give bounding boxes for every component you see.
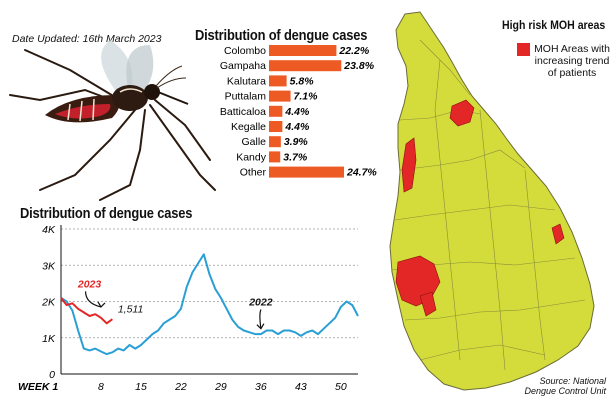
x-tick-label: 29 (214, 381, 227, 393)
y-tick-label: 0 (49, 369, 55, 381)
x-tick-label: 22 (174, 381, 187, 393)
x-tick-label: 8 (98, 381, 104, 393)
bar-value-label: 24.7% (346, 167, 377, 179)
high-risk-areas (395, 99, 565, 317)
bar (269, 45, 337, 56)
series-line-2022 (60, 253, 359, 356)
bar-value-label: 3.9% (284, 136, 309, 148)
bar (269, 60, 342, 72)
x-tick-label: 15 (135, 381, 147, 393)
annotation-arrow-2022 (259, 309, 262, 329)
series-line-2023 (60, 297, 113, 325)
x-tick-label: 50 (335, 381, 347, 393)
annotation-2022: 2022 (248, 297, 273, 309)
bar (269, 151, 281, 163)
y-tick-label: 4K (42, 224, 56, 236)
bar-value-label: 22.2% (338, 45, 369, 57)
x-tick-label: 43 (295, 381, 307, 393)
bar-category-label: Kegalle (231, 121, 266, 133)
bar-category-label: Batticaloa (220, 106, 266, 118)
bar-category-label: Gampaha (220, 60, 266, 72)
bar-chart-title: Distribution of dengue cases (195, 27, 368, 44)
bar-value-label: 3.7% (283, 151, 308, 163)
bar (269, 90, 291, 102)
legend-label: MOH Areas with increasing trend of patie… (534, 43, 610, 79)
bar (269, 105, 283, 117)
annotation-latest-value: 1,511 (118, 303, 144, 315)
source-note: Source: National Dengue Control Unit (524, 376, 606, 396)
annotation-arrowhead-2023 (97, 301, 106, 308)
y-tick-label: 3K (42, 260, 56, 272)
legend-swatch (517, 43, 530, 56)
bar-category-label: Colombo (224, 45, 266, 57)
line-chart-title: Distribution of dengue cases (20, 205, 193, 222)
map-landmass (389, 11, 595, 391)
bar-value-label: 5.8% (290, 75, 315, 87)
bar-value-label: 4.4% (284, 121, 310, 133)
x-tick-label: 36 (255, 381, 267, 393)
bar-value-label: 4.4% (284, 106, 310, 118)
bar-category-label: Kalutara (227, 75, 266, 87)
annotation-arrow-2023 (84, 291, 102, 308)
annotation-2023: 2023 (77, 278, 102, 290)
x-tick-label: WEEK 1 (18, 381, 58, 393)
bar-category-label: Galle (241, 136, 266, 148)
bar (269, 75, 287, 87)
bar-category-label: Kandy (236, 151, 267, 163)
y-tick-label: 2K (41, 297, 56, 309)
annotation-arrowhead-2022 (256, 323, 265, 330)
y-tick-label: 1K (42, 333, 56, 345)
bar (269, 121, 283, 132)
bar (269, 136, 281, 148)
bar (269, 166, 344, 178)
bar-category-label: Puttalam (225, 91, 267, 103)
map-title: High risk MOH areas (502, 18, 606, 32)
bar-category-label: Other (240, 167, 267, 179)
bar-value-label: 7.1% (294, 91, 319, 103)
bar-value-label: 23.8% (343, 60, 374, 72)
